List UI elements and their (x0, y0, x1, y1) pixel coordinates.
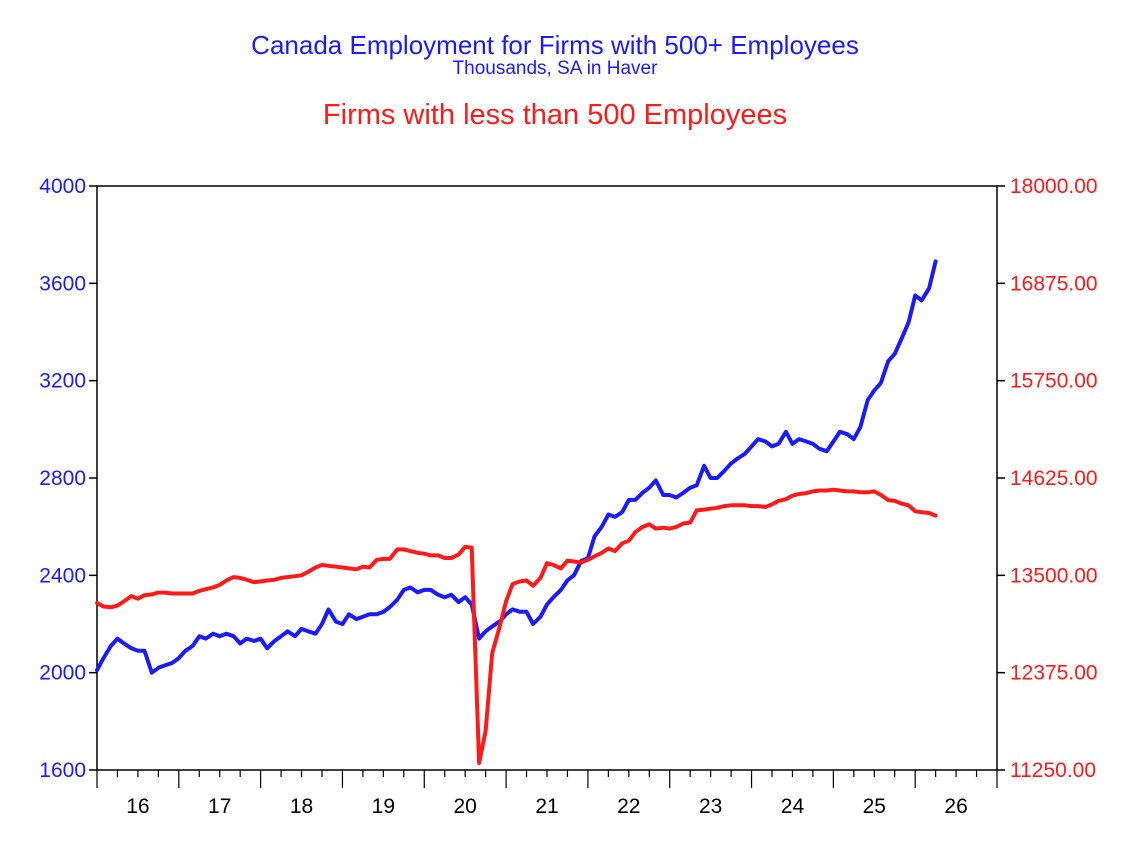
series-line-under-500 (95, 487, 938, 766)
x-axis-tick-label: 17 (208, 795, 231, 818)
x-axis-tick-label: 22 (617, 795, 640, 818)
series-line-500-plus (95, 259, 938, 675)
left-axis-tick-label: 2000 (39, 662, 86, 685)
right-axis-tick-label: 15750.00 (1010, 370, 1098, 393)
right-axis-tick-label: 13500.00 (1010, 564, 1098, 587)
plot-frame (96, 185, 998, 771)
x-axis-tick-label: 18 (290, 795, 313, 818)
x-axis-tick-label: 19 (372, 795, 395, 818)
x-axis-tick-label: 23 (699, 795, 722, 818)
x-axis-tick-label: 24 (781, 795, 805, 818)
x-axis-tick-label: 26 (944, 795, 967, 818)
right-axis-tick-label: 14625.00 (1010, 467, 1098, 490)
chart-title-2: Firms with less than 500 Employees (322, 99, 788, 131)
left-axis-tick-label: 2800 (39, 467, 86, 490)
chart-subtitle: Thousands, SA in Haver (452, 58, 658, 79)
x-axis-tick-label: 21 (535, 795, 558, 818)
right-axis-tick-label: 16875.00 (1010, 272, 1098, 295)
x-axis-tick-label: 20 (454, 795, 477, 818)
left-axis-tick-label: 1600 (39, 759, 86, 782)
right-axis-tick-label: 12375.00 (1010, 662, 1098, 685)
x-axis-tick-label: 16 (126, 795, 149, 818)
left-axis-tick-label: 2400 (39, 564, 86, 587)
chart-title: Canada Employment for Firms with 500+ Em… (251, 30, 859, 60)
left-axis-tick-label: 3600 (39, 272, 86, 295)
left-axis-tick-label: 4000 (39, 175, 86, 198)
right-axis-tick-label: 18000.00 (1010, 175, 1098, 198)
x-axis-tick-label: 25 (863, 795, 886, 818)
left-axis-tick-label: 3200 (39, 370, 86, 393)
right-axis-tick-label: 11250.00 (1010, 759, 1096, 782)
